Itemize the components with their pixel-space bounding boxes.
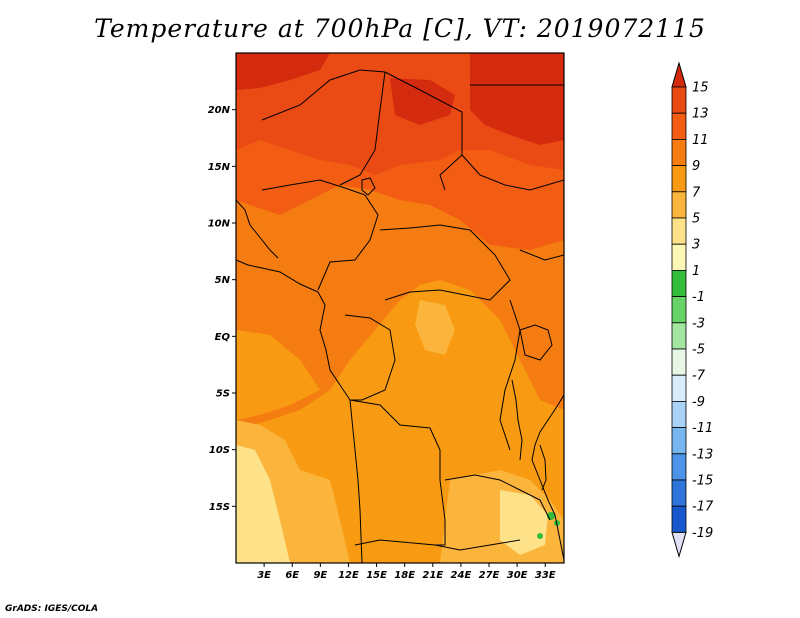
colorbar-label: -5 — [692, 343, 705, 358]
lat-tick-label: 10N — [208, 219, 231, 230]
field-patch-15-n — [390, 78, 455, 125]
lake-chad — [361, 177, 376, 196]
field-band-7-west — [236, 330, 320, 420]
lon-tick-label: 27E — [479, 570, 500, 581]
coastline-east — [531, 394, 564, 561]
border-zambia — [444, 474, 551, 521]
lat-tick-label: 15S — [209, 502, 230, 513]
colorbar-box — [671, 191, 687, 219]
border-congo-drc — [344, 314, 396, 401]
colorbar-label: -3 — [692, 316, 705, 331]
colorbar-box — [671, 86, 687, 114]
temperature-field — [236, 53, 564, 563]
colorbar-label: 3 — [692, 238, 700, 253]
field-patch-15-ne — [470, 53, 564, 145]
border-nigeria — [261, 179, 379, 291]
map-title: Temperature at 700hPa [C], VT: 201907211… — [94, 14, 706, 43]
latitude-axis: 20N 15N 10N 5N EQ 5S 10S 15S — [208, 105, 236, 513]
colorbar-label: -17 — [692, 500, 714, 515]
lon-tick-label: 24E — [451, 570, 472, 581]
border-sahara-3 — [339, 71, 386, 186]
lon-tick-label: 33E — [535, 570, 556, 581]
colorbar-label: 11 — [692, 133, 709, 148]
colorbar-box — [671, 505, 687, 533]
lat-tick-label: 5N — [215, 275, 231, 286]
colorbar-box — [671, 479, 687, 507]
longitude-axis: 3E 6E 9E 12E 15E 18E 21E 24E 27E 30E 33E — [257, 563, 556, 581]
lon-tick-label: 3E — [257, 570, 271, 581]
lon-tick-label: 6E — [285, 570, 299, 581]
border-chad-car — [379, 224, 511, 301]
border-sahara-1 — [261, 69, 386, 121]
lat-tick-label: 5S — [216, 389, 230, 400]
country-borders — [236, 69, 564, 563]
coastline-gulf — [236, 199, 279, 259]
colorbar-label: -11 — [692, 421, 713, 436]
lake-victoria — [519, 324, 553, 361]
border-drc-east — [499, 299, 521, 451]
colorbar-label: -19 — [692, 526, 713, 541]
colorbar-box — [671, 165, 687, 193]
colorbar-label: -1 — [692, 290, 705, 305]
colorbar-box — [671, 400, 687, 428]
field-spot-green-2 — [537, 533, 543, 539]
field-patch-15-nw — [236, 53, 330, 90]
colorbar-box — [671, 217, 687, 245]
lat-tick-label: 10S — [209, 445, 230, 456]
field-patch-3-se — [500, 490, 548, 555]
colorbar-box — [671, 348, 687, 376]
colorbar-box — [671, 269, 687, 297]
border-sudan — [461, 154, 564, 191]
lake-tanganyika — [511, 379, 523, 461]
colorbar-box — [671, 112, 687, 140]
colorbar-label: 15 — [692, 81, 709, 96]
border-angola — [349, 399, 446, 546]
colorbar-box — [671, 296, 687, 324]
lon-tick-label: 18E — [394, 570, 415, 581]
colorbar-box — [671, 427, 687, 455]
colorbar-label: -9 — [692, 395, 705, 410]
colorbar-top-arrow — [671, 61, 687, 88]
border-sahara-2 — [384, 71, 463, 191]
colorbar-label: -13 — [692, 447, 713, 462]
field-band-3 — [236, 445, 290, 563]
grads-credit: GrADS: IGES/COLA — [5, 604, 99, 614]
lat-tick-label: EQ — [215, 332, 231, 343]
colorbar-box — [671, 374, 687, 402]
colorbar-box — [671, 243, 687, 271]
lon-tick-label: 21E — [422, 570, 443, 581]
lat-tick-label: 15N — [208, 162, 231, 173]
colorbar-label: 5 — [692, 212, 700, 227]
lon-tick-label: 30E — [507, 570, 528, 581]
colorbar-label: -15 — [692, 474, 713, 489]
colorbar: 15 13 11 9 7 5 3 1 -1 -3 -5 -7 -9 -11 -13 -15 -17 -19 — [671, 61, 714, 559]
field-patch-5-center — [415, 300, 455, 355]
border-ethiopia — [519, 249, 564, 261]
coastline-west — [236, 259, 363, 563]
colorbar-label: 9 — [692, 159, 700, 174]
border-south — [434, 539, 521, 551]
lon-tick-label: 15E — [366, 570, 387, 581]
colorbar-label: -7 — [692, 369, 706, 384]
colorbar-box — [671, 138, 687, 166]
map-frame — [235, 52, 565, 564]
lon-tick-label: 9E — [313, 570, 327, 581]
colorbar-box — [671, 453, 687, 481]
colorbar-label: 13 — [692, 107, 709, 122]
lon-tick-label: 12E — [338, 570, 359, 581]
lat-tick-label: 20N — [208, 105, 231, 116]
colorbar-label: 7 — [692, 185, 701, 200]
lake-malawi — [539, 444, 547, 491]
colorbar-box — [671, 322, 687, 350]
colorbar-label: 1 — [692, 264, 700, 279]
colorbar-bottom-arrow — [671, 531, 687, 559]
